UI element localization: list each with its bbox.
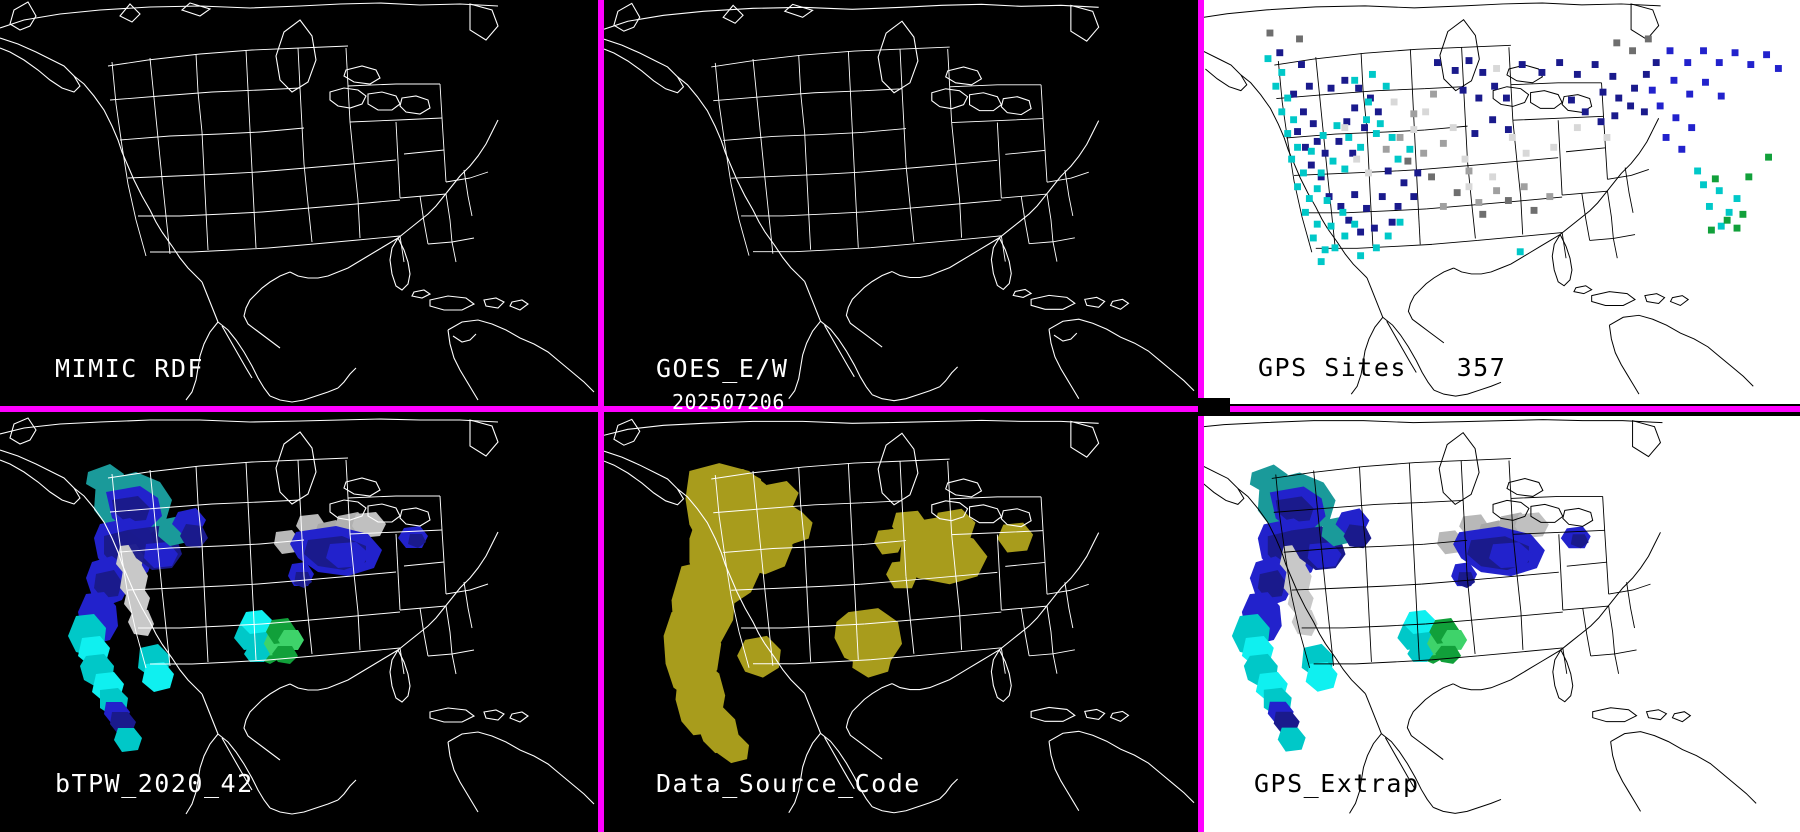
divider-vertical-left <box>598 0 604 832</box>
panel-goes-ew[interactable]: GOES_E/W <box>604 0 1198 410</box>
panel-label-gps-sites: GPS Sites 357 <box>1258 353 1507 382</box>
gps-site-markers <box>1264 29 1782 266</box>
map-field-btpw <box>0 417 595 815</box>
panel-label-goes-ew: GOES_E/W <box>656 354 789 383</box>
divider-notch-right <box>1198 398 1230 416</box>
panel-gps-sites[interactable]: GPS Sites 357 <box>1204 0 1800 404</box>
panel-data-source-code[interactable]: Data_Source_Code <box>604 416 1198 832</box>
panel-label-gps-extrap: GPS_Extrap <box>1254 769 1420 798</box>
panel-btpw[interactable]: bTPW_2020_42 <box>0 416 598 832</box>
divider-vertical-right <box>1198 0 1204 832</box>
panel-label-mimic-rdf: MIMIC RDF <box>55 354 204 383</box>
divider-horizontal <box>0 406 1800 412</box>
panel-label-btpw: bTPW_2020_42 <box>55 769 254 798</box>
map-outline-mimic-rdf <box>0 1 595 403</box>
map-outline-goes-ew <box>604 2 1195 402</box>
timestamp-label: 202507206 <box>672 390 785 414</box>
panel-label-data-source-code: Data_Source_Code <box>656 769 921 798</box>
map-field-data-source-code <box>604 418 1195 814</box>
tpw-extrap-field-layer <box>1231 464 1591 752</box>
panel-gps-extrap[interactable]: GPS_Extrap <box>1204 416 1800 832</box>
map-outline-gps-sites <box>1204 2 1782 397</box>
tpw-field-layer <box>68 464 428 752</box>
map-field-gps-extrap <box>1204 419 1757 814</box>
panel-mimic-rdf[interactable]: MIMIC RDF <box>0 0 598 410</box>
source-code-field-layer <box>663 463 1034 764</box>
